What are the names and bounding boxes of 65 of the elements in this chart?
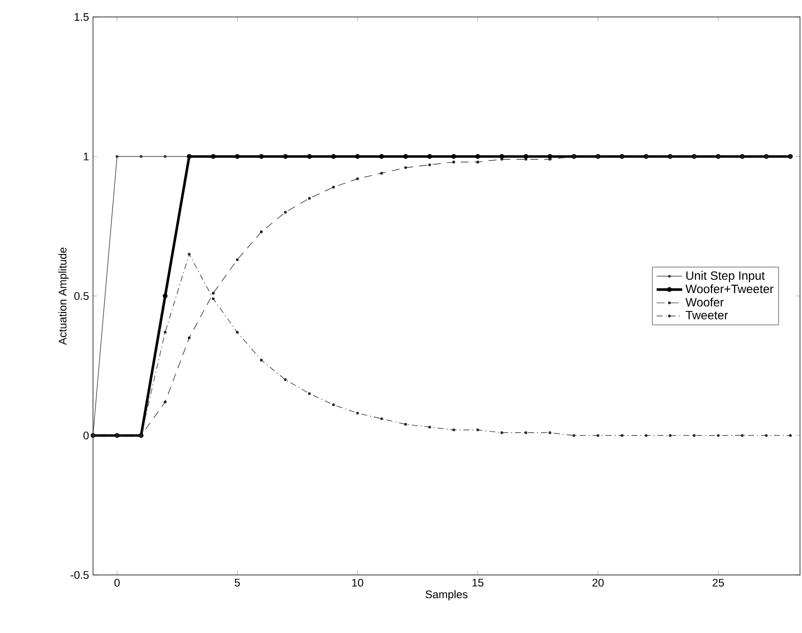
point: [476, 160, 480, 164]
point: [500, 158, 504, 161]
point: [162, 294, 168, 298]
point: [236, 330, 239, 334]
legend-label: Woofer+Tweeter: [686, 284, 774, 294]
point: [404, 422, 408, 426]
point: [164, 330, 167, 334]
point: [140, 155, 142, 158]
point: [452, 160, 456, 164]
point: [188, 336, 191, 340]
x-tick-label: 25: [712, 578, 724, 587]
y-tick-label: 1.5: [74, 13, 89, 21]
x-tick-label: 10: [352, 578, 364, 587]
y-tick-label: -0.5: [70, 571, 89, 579]
point: [644, 434, 648, 437]
x-tick-label: 15: [472, 578, 484, 587]
point: [524, 158, 528, 161]
point: [788, 434, 792, 437]
x-axis-title: Samples: [426, 590, 468, 600]
point: [308, 196, 311, 200]
point: [596, 434, 600, 437]
y-tick-label: 0.5: [74, 292, 89, 300]
point: [332, 403, 335, 406]
point: [188, 252, 191, 256]
legend-label: Woofer: [686, 298, 724, 307]
point: [212, 292, 215, 295]
point: [668, 434, 672, 437]
point: [428, 163, 432, 166]
point: [572, 434, 576, 437]
point: [692, 434, 696, 437]
x-tick-label: 5: [234, 578, 240, 587]
y-tick-label: 0: [83, 432, 89, 440]
point: [548, 431, 552, 434]
point: [452, 428, 456, 432]
point: [620, 434, 624, 437]
point: [716, 434, 720, 437]
point: [524, 431, 528, 434]
point: [332, 186, 335, 189]
point: [764, 434, 768, 437]
point: [428, 426, 432, 429]
point: [284, 210, 287, 214]
point: [740, 434, 744, 437]
point: [212, 297, 215, 300]
legend-label: Tweeter: [686, 311, 728, 320]
point: [380, 417, 383, 420]
point: [236, 258, 239, 262]
point: [116, 155, 118, 158]
point: [476, 428, 480, 432]
point: [260, 230, 263, 234]
point: [164, 400, 167, 404]
point: [260, 358, 263, 362]
point: [164, 155, 167, 158]
point: [380, 172, 383, 175]
point: [548, 158, 552, 161]
point: [500, 431, 504, 434]
point: [404, 166, 408, 170]
legend-label: Unit Step Input: [686, 271, 765, 282]
y-tick-label: 1: [84, 152, 89, 160]
y-axis-title: Actuation Amplitude: [58, 248, 69, 345]
x-tick-label: 0: [114, 578, 120, 587]
point: [356, 177, 359, 180]
x-tick-label: 20: [592, 578, 604, 587]
point: [356, 412, 359, 415]
point: [284, 378, 287, 382]
point: [308, 392, 311, 396]
